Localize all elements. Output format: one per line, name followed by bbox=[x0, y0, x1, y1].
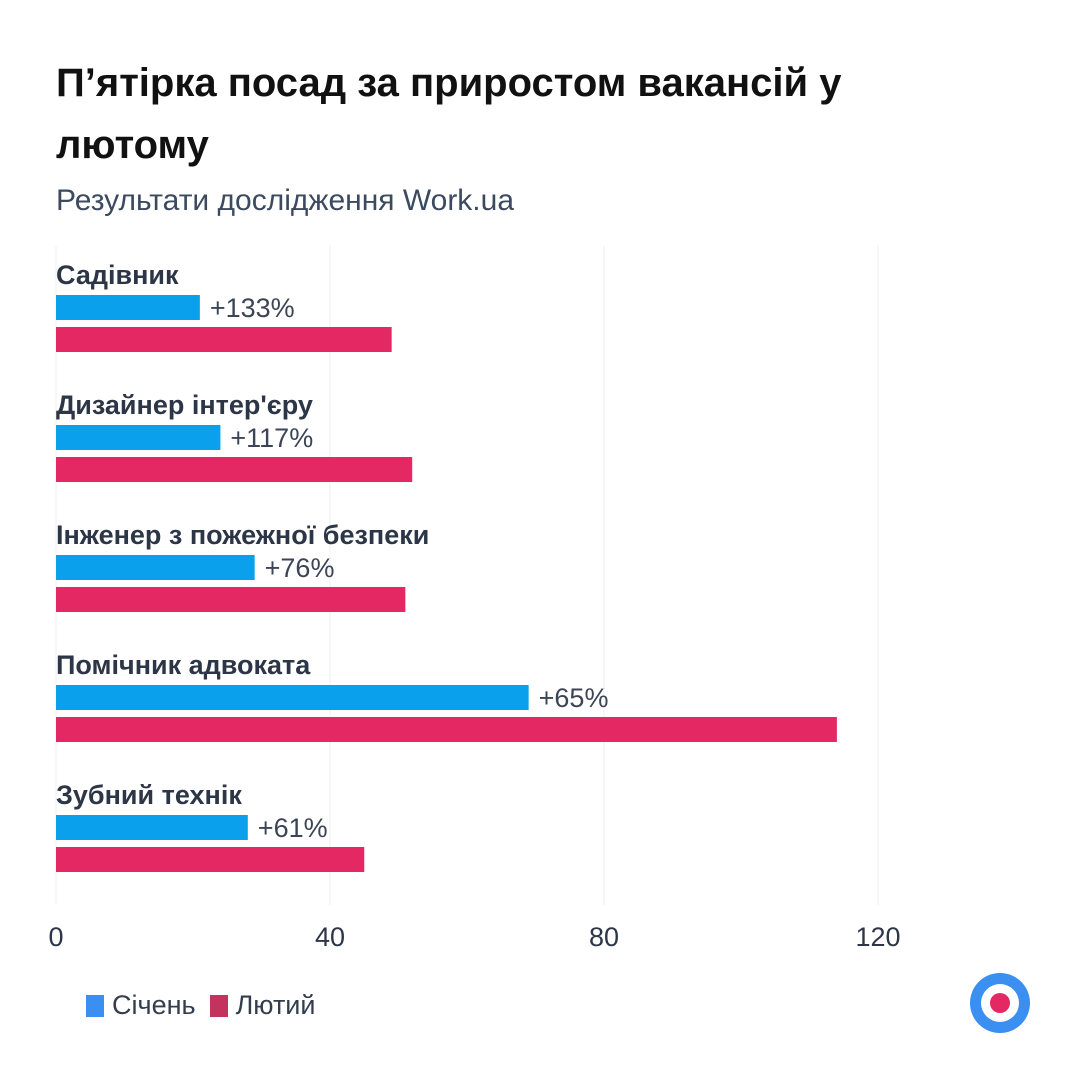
legend-item-february: Лютий bbox=[209, 990, 316, 1021]
legend: Січень Лютий bbox=[86, 990, 315, 1021]
legend-swatch-february bbox=[209, 994, 228, 1017]
x-tick-label: 80 bbox=[589, 922, 619, 952]
category-label: Інженер з пожежної безпеки bbox=[56, 520, 429, 550]
data-label-growth: +133% bbox=[210, 293, 295, 323]
data-label-growth: +65% bbox=[539, 683, 609, 713]
category-label: Дизайнер інтер'єру bbox=[56, 390, 313, 420]
x-tick-label: 40 bbox=[315, 922, 345, 952]
x-tick-label: 120 bbox=[855, 922, 900, 952]
data-label-growth: +117% bbox=[230, 423, 313, 453]
bar-february bbox=[56, 327, 392, 352]
bar-january bbox=[56, 685, 529, 710]
data-label-growth: +76% bbox=[265, 553, 335, 583]
category-label: Зубний технік bbox=[56, 780, 242, 810]
bar-february bbox=[56, 587, 406, 612]
legend-item-january: Січень bbox=[86, 990, 196, 1021]
bar-january bbox=[56, 425, 221, 450]
bar-february bbox=[56, 457, 413, 482]
bar-january bbox=[56, 295, 200, 320]
category-label: Садівник bbox=[56, 260, 179, 290]
chart-subtitle: Результати дослідження Work.ua bbox=[56, 184, 515, 217]
logo-dot bbox=[990, 993, 1010, 1013]
bar-february bbox=[56, 847, 365, 872]
work-ua-target-logo-icon bbox=[970, 973, 1030, 1033]
category-label: Помічник адвоката bbox=[56, 650, 311, 680]
legend-label-february: Лютий bbox=[235, 990, 316, 1020]
legend-swatch-january bbox=[86, 994, 104, 1017]
data-label-growth: +61% bbox=[258, 813, 328, 843]
bar-february bbox=[56, 717, 837, 742]
chart-title: П’ятірка посад за приростом вакансій у л… bbox=[56, 61, 842, 167]
x-tick-label: 0 bbox=[48, 922, 63, 952]
bar-january bbox=[56, 815, 248, 840]
bar-january bbox=[56, 555, 255, 580]
legend-label-january: Січень bbox=[112, 990, 196, 1020]
